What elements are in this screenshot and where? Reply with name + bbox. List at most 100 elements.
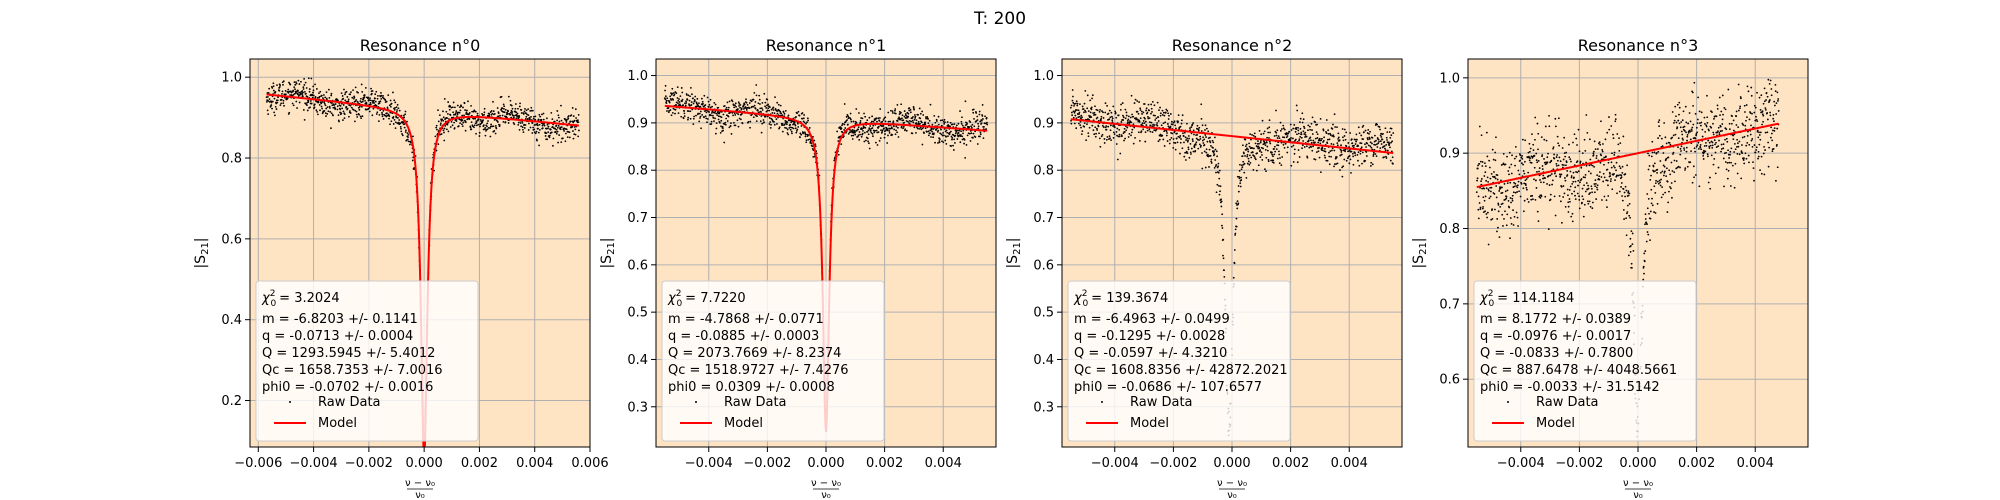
raw-data-point (739, 106, 741, 109)
raw-data-point (1628, 202, 1631, 205)
raw-data-point (725, 106, 728, 109)
raw-data-point (1163, 145, 1166, 147)
raw-data-point (968, 126, 971, 129)
raw-data-point (791, 132, 793, 135)
raw-data-point (1094, 113, 1097, 116)
raw-data-point (1631, 267, 1633, 269)
raw-data-point (1150, 121, 1153, 124)
raw-data-point (1659, 181, 1661, 184)
raw-data-point (1588, 138, 1591, 141)
raw-data-point (294, 90, 297, 93)
raw-data-point (470, 121, 473, 124)
raw-data-point (360, 117, 363, 119)
raw-data-point (979, 135, 981, 138)
raw-data-point (1288, 130, 1291, 133)
raw-data-point (1705, 144, 1708, 147)
raw-data-point (1252, 134, 1255, 137)
raw-data-point (727, 115, 730, 118)
raw-data-point (771, 112, 774, 114)
raw-data-point (1134, 136, 1136, 139)
m-annotation: m = -6.8203 +/- 0.1141 (262, 312, 418, 327)
raw-data-point (859, 121, 862, 124)
raw-data-point (509, 113, 512, 116)
raw-data-point (1282, 143, 1285, 146)
raw-data-point (1509, 197, 1512, 199)
raw-data-point (411, 159, 414, 162)
raw-data-point (1715, 115, 1718, 118)
raw-data-point (720, 119, 723, 122)
raw-data-point (1235, 202, 1238, 205)
raw-data-point (1097, 125, 1100, 128)
raw-data-point (1631, 232, 1634, 235)
axes-frame (249, 58, 591, 448)
raw-data-point (1768, 82, 1771, 85)
raw-data-point (946, 131, 949, 134)
raw-data-point (1776, 91, 1779, 94)
raw-data-point (924, 123, 927, 126)
raw-data-point (313, 106, 316, 109)
raw-data-point (392, 123, 395, 125)
raw-data-point (266, 109, 269, 112)
raw-data-point (1142, 111, 1145, 114)
raw-data-point (330, 94, 333, 97)
raw-data-point (1085, 139, 1088, 142)
raw-data-point (490, 123, 493, 126)
raw-data-point (1081, 105, 1084, 108)
raw-data-point (1246, 153, 1249, 156)
x-tick-label: −0.002 (1149, 456, 1197, 471)
raw-data-point (573, 126, 576, 128)
raw-data-point (1100, 119, 1102, 122)
raw-data-point (1556, 159, 1559, 162)
raw-data-point (1590, 164, 1593, 166)
raw-data-point (1280, 164, 1283, 167)
raw-data-point (748, 107, 751, 110)
raw-data-point (326, 113, 329, 115)
raw-data-point (386, 114, 389, 117)
raw-data-point (952, 134, 955, 137)
raw-data-point (1614, 118, 1617, 121)
raw-data-point (1364, 143, 1366, 146)
raw-data-point (577, 119, 579, 121)
raw-data-point (1275, 134, 1278, 137)
raw-data-point (1209, 136, 1211, 139)
raw-data-point (1502, 162, 1505, 165)
raw-data-point (449, 105, 452, 108)
raw-data-point (790, 130, 793, 133)
raw-data-point (1123, 139, 1125, 142)
raw-data-point (1114, 110, 1117, 113)
raw-data-point (387, 94, 390, 97)
raw-data-point (1386, 141, 1389, 144)
raw-data-point (1074, 114, 1077, 117)
raw-data-point (1166, 123, 1169, 125)
raw-data-point (1559, 160, 1562, 163)
raw-data-point (1479, 208, 1482, 211)
raw-data-point (813, 139, 816, 142)
raw-data-point (1587, 202, 1590, 205)
raw-data-point (294, 88, 296, 90)
raw-data-point (1266, 136, 1268, 139)
raw-data-point (734, 104, 736, 107)
raw-data-point (407, 136, 409, 139)
raw-data-point (1509, 181, 1512, 184)
raw-data-point (1307, 124, 1310, 127)
raw-data-point (532, 115, 535, 118)
raw-data-point (1214, 136, 1216, 139)
raw-data-point (1553, 172, 1556, 175)
raw-data-point (270, 101, 273, 104)
raw-data-point (870, 120, 873, 123)
raw-data-point (1577, 170, 1580, 173)
raw-data-point (434, 135, 437, 138)
raw-data-point (1694, 174, 1697, 176)
raw-data-point (1283, 136, 1286, 139)
x-tick-label: 0.006 (571, 456, 608, 471)
raw-data-point (518, 116, 521, 118)
raw-data-point (509, 99, 512, 102)
raw-data-point (1651, 197, 1653, 200)
raw-data-point (1174, 142, 1177, 144)
raw-data-point (1697, 147, 1700, 150)
raw-data-point (1541, 165, 1544, 167)
raw-data-point (392, 116, 395, 118)
raw-data-point (982, 118, 984, 120)
raw-data-point (845, 116, 848, 118)
raw-data-point (982, 137, 985, 139)
